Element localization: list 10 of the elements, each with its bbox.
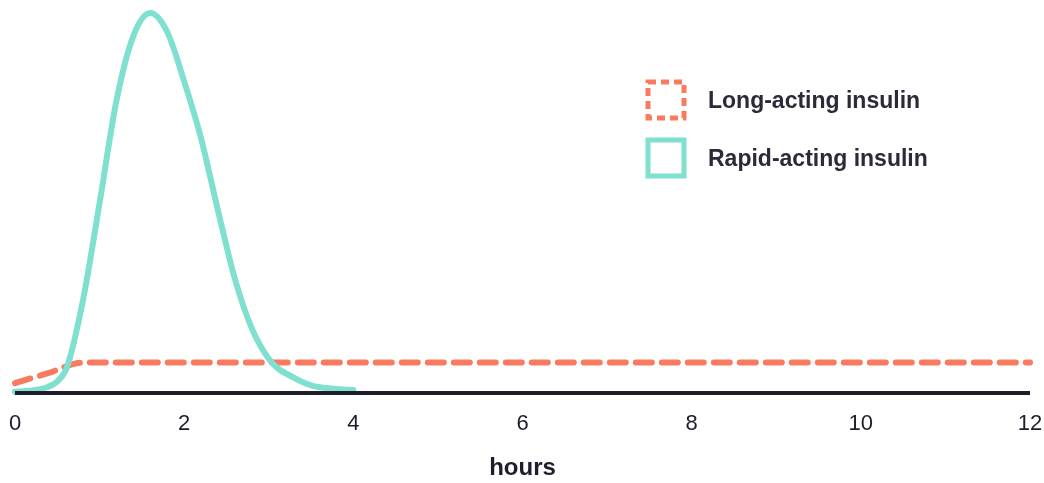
x-tick-label: 4 <box>347 410 360 435</box>
x-tick-label: 2 <box>178 410 191 435</box>
x-tick-label: 8 <box>685 410 698 435</box>
x-tick-label: 12 <box>1017 410 1043 435</box>
x-tick-label: 10 <box>848 410 874 435</box>
x-tick-label: 0 <box>8 410 22 435</box>
x-axis-title: hours <box>489 453 556 480</box>
x-tick-label: 6 <box>516 410 529 435</box>
legend-label: Long-acting insulin <box>708 87 921 113</box>
legend-label: Rapid-acting insulin <box>708 145 928 171</box>
